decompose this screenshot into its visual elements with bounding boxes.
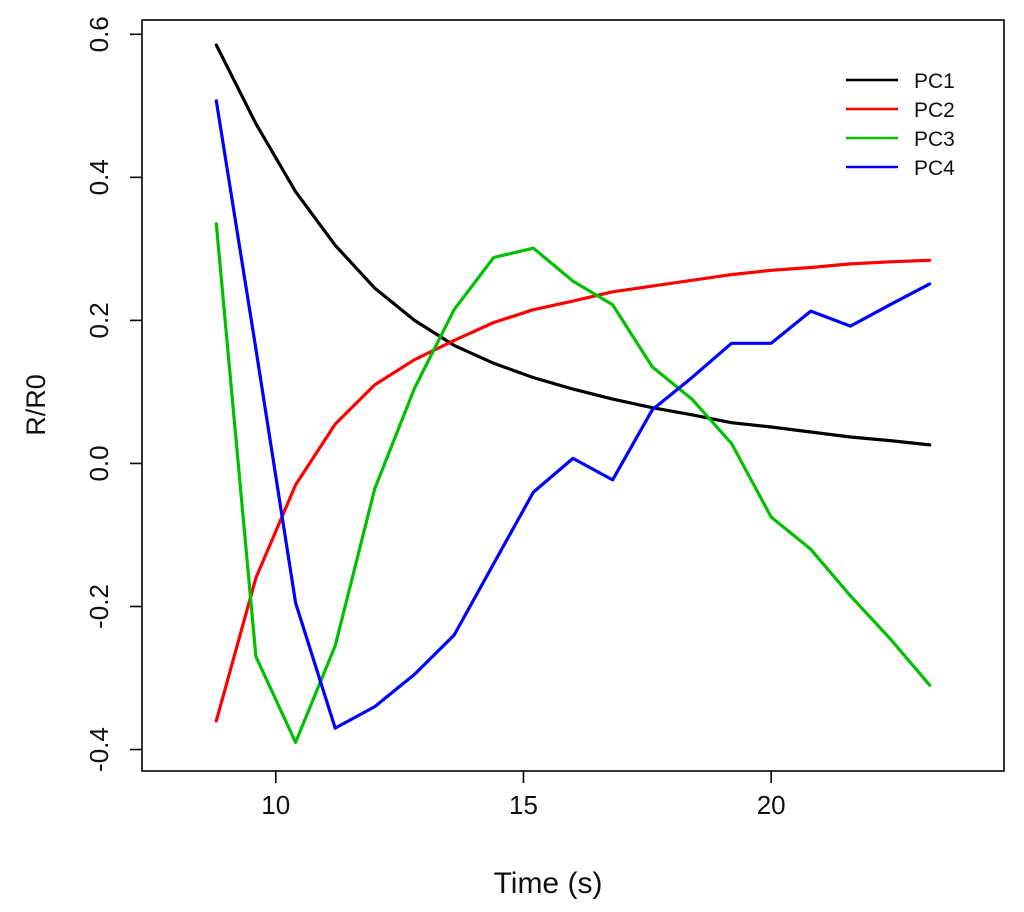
plot-frame [141,19,1005,772]
x-tick-label: 15 [509,790,538,820]
y-tick-label: 0.6 [84,16,114,52]
legend: PC1 PC2 PC3 PC4 [846,70,955,180]
y-axis-title: R/R0 [21,374,51,436]
legend-label-pc3: PC3 [914,128,955,151]
series-line-pc1 [214,43,932,447]
y-tick-label: 0.4 [84,159,114,195]
legend-label-pc4: PC4 [914,157,955,180]
x-axis: 10 15 20 [261,771,786,820]
y-tick-label: 0.0 [84,445,114,481]
series-layer [214,43,932,745]
y-tick-label: -0.4 [84,727,114,772]
y-tick-label: -0.2 [84,584,114,629]
x-tick-label: 20 [757,790,786,820]
series-line-pc4 [214,99,932,730]
legend-label-pc2: PC2 [914,99,955,122]
series-line-pc3 [214,222,932,745]
y-tick-label: 0.2 [84,302,114,338]
legend-label-pc1: PC1 [914,70,955,93]
series-line-pc2 [214,258,932,723]
x-axis-title: Time (s) [494,867,603,900]
y-axis: -0.4 -0.2 0.0 0.2 0.4 0.6 [84,16,142,772]
x-tick-label: 10 [261,790,290,820]
